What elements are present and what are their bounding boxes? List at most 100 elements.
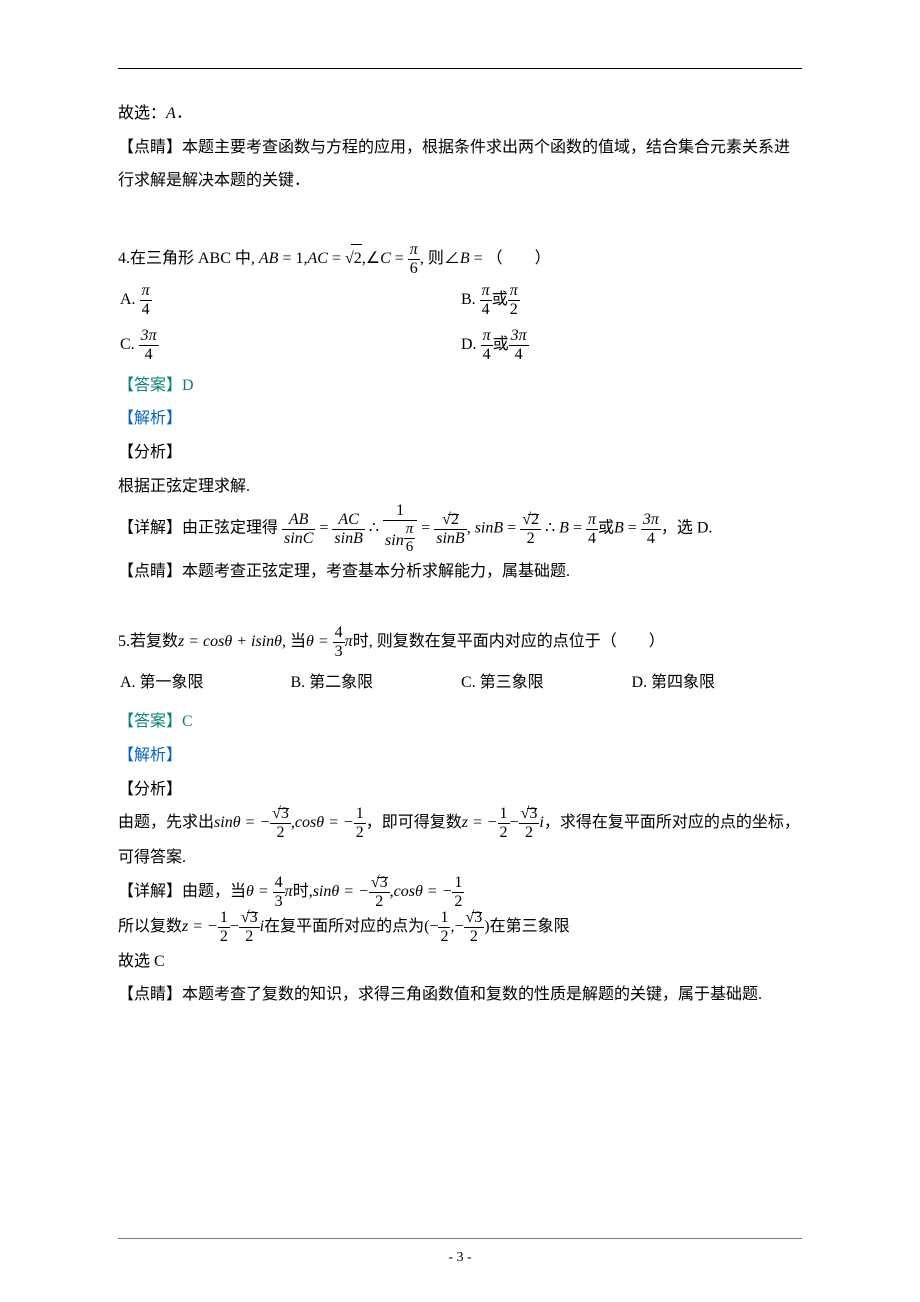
t: 或: [493, 336, 509, 353]
t: 2: [218, 927, 230, 945]
spacer: [118, 589, 802, 625]
t: 3: [529, 805, 537, 822]
t: )在第三象限: [484, 918, 569, 935]
t: 4: [586, 529, 598, 547]
t: 2: [354, 823, 366, 841]
q4-detail: 【详解】由正弦定理得 ABsinC = ACsinB ∴ 1sinπ6 = √2…: [118, 503, 802, 555]
t: π: [285, 883, 293, 900]
t: 【详解】由正弦定理得: [118, 520, 278, 537]
t: sinθ = −: [313, 883, 369, 900]
t: 4: [140, 300, 152, 318]
t: =: [328, 250, 345, 267]
t: 3: [281, 805, 289, 822]
page-number: - 3 -: [448, 1250, 471, 1265]
t: 3: [273, 892, 285, 910]
dianjing-1: 【点睛】本题主要考查函数与方程的应用，根据条件求出两个函数的值域，结合集合元素关…: [118, 131, 802, 198]
t: 2: [520, 529, 541, 547]
t: sinθ = −: [214, 814, 270, 831]
t: 2: [354, 250, 362, 267]
t: sinB: [434, 529, 466, 547]
t: B: [559, 520, 569, 537]
t: = （ ）: [470, 250, 551, 267]
line-guxuan: 故选：A．: [118, 97, 802, 131]
t: π: [140, 283, 152, 300]
q5-fenxi: 【分析】: [118, 773, 802, 807]
t: 4.在三角形 ABC 中,: [118, 250, 259, 267]
t: 3: [474, 909, 482, 926]
t: cosθ = −: [295, 814, 354, 831]
t: 4: [641, 529, 661, 547]
t: 故选：: [118, 105, 166, 122]
t: π: [586, 512, 598, 529]
q5-so: 所以复数z = −12−√32i在复平面所对应的点为(−12,−√32)在第三象…: [118, 910, 802, 945]
t: = 1,: [278, 250, 307, 267]
t: 4: [480, 300, 492, 318]
t: 【详解】由题，当: [118, 883, 246, 900]
t: 2: [239, 927, 260, 945]
t: ，即可得复数: [366, 814, 462, 831]
t: 1: [498, 806, 510, 823]
t: 4: [139, 345, 159, 363]
t: ∴: [369, 520, 379, 537]
opt-d: D.: [461, 336, 481, 353]
t: 由题，先求出: [118, 814, 214, 831]
t: 5.若复数: [118, 633, 178, 650]
t: ,∠: [362, 250, 380, 267]
t: 2: [451, 511, 459, 528]
t: 时, 则复数在复平面内对应的点位于（ ）: [353, 633, 665, 650]
q5-dianjing: 【点睛】本题考查了复数的知识，求得三角函数值和复数的性质是解题的关键，属于基础题…: [118, 978, 802, 1012]
q5-stem: 5.若复数z = cosθ + isinθ, 当θ = 43π时, 则复数在复平…: [118, 625, 802, 660]
t: B: [460, 250, 470, 267]
t: C: [380, 250, 391, 267]
t: 1: [438, 910, 450, 927]
t: 4: [481, 345, 493, 363]
t: θ =: [246, 883, 273, 900]
t: θ =: [306, 633, 333, 650]
opt-d: D. 第四象限: [632, 662, 801, 704]
t: ,−: [450, 918, 463, 935]
t: AB: [282, 512, 315, 529]
t: −: [230, 918, 239, 935]
t: 3: [250, 909, 258, 926]
spacer: [118, 198, 802, 242]
q5-guxuan: 故选 C: [118, 945, 802, 979]
t: z = cosθ + isinθ: [178, 633, 282, 650]
q4-answer: 【答案】D: [118, 369, 802, 403]
t: 1: [452, 875, 464, 892]
t: 2: [438, 927, 450, 945]
t: 2: [531, 511, 539, 528]
q5-options: A. 第一象限 B. 第二象限 C. 第三象限 D. 第四象限: [118, 660, 802, 706]
t: 2: [270, 823, 291, 841]
q5-fenxi-body: 由题，先求出sinθ = −√32,cosθ = −12，即可得复数z = −1…: [118, 806, 802, 875]
t: 6: [408, 259, 420, 277]
q4-fenxi: 【分析】: [118, 436, 802, 470]
t: 3π: [141, 327, 157, 344]
t: , 则∠: [420, 250, 460, 267]
t: sinB: [332, 529, 364, 547]
t: 2: [452, 892, 464, 910]
t: π: [345, 633, 353, 650]
t: AC: [332, 512, 364, 529]
opt-c: C. 第三象限: [461, 662, 630, 704]
t: π: [481, 328, 493, 345]
t: π: [508, 283, 520, 300]
t: 1: [218, 910, 230, 927]
t: 2: [508, 300, 520, 318]
t: AB: [259, 250, 279, 267]
opt-a: A. 第一象限: [120, 662, 289, 704]
opt-b: B.: [461, 291, 480, 308]
t: , 当: [282, 633, 306, 650]
t: 在复平面所对应的点为(−: [264, 918, 438, 935]
t: cosθ = −: [394, 883, 453, 900]
q5-jiexi: 【解析】: [118, 739, 802, 773]
opt-b: B. 第二象限: [291, 662, 460, 704]
t: 3π: [643, 511, 659, 528]
t: π: [480, 283, 492, 300]
t: z = −: [182, 918, 218, 935]
q4-options: A. π4 B. π4或π2 C. 3π4 D. π4或3π4: [118, 277, 802, 369]
t: 或: [492, 291, 508, 308]
t: 2: [464, 927, 485, 945]
page: 故选：A． 【点睛】本题主要考查函数与方程的应用，根据条件求出两个函数的值域，结…: [0, 0, 920, 1302]
t: π: [404, 522, 416, 538]
t: 1: [383, 503, 417, 520]
